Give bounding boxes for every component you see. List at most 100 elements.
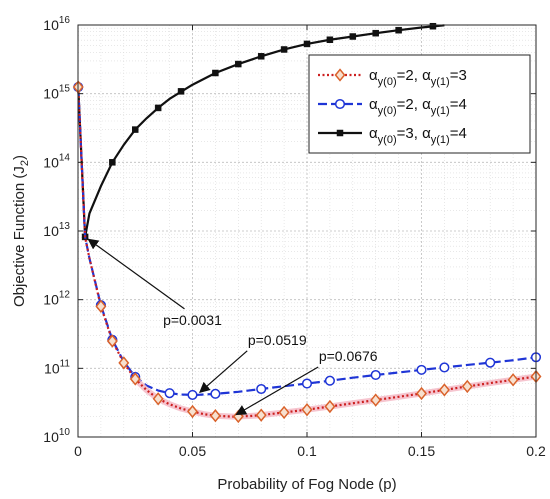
annotation-arrow: [235, 366, 319, 416]
legend-entry-1: αy(0)=2, αy(1)=3: [318, 67, 467, 88]
series-marker: [303, 40, 311, 48]
series-marker: [154, 104, 162, 112]
series-marker: [372, 29, 379, 37]
series-marker: [301, 378, 313, 389]
annotation-arrow: [199, 350, 248, 393]
series-marker: [507, 373, 519, 387]
x-tick-label: 0.15: [408, 443, 435, 459]
series-1: [72, 80, 542, 424]
legend-value: =4: [450, 125, 467, 142]
legend-sub: y(0): [378, 105, 397, 117]
y-tick-base: 10: [43, 154, 59, 170]
legend-value: =2,: [397, 96, 422, 113]
legend-alpha: α: [369, 96, 378, 113]
series-marker: [209, 409, 221, 423]
legend-alpha: α: [422, 96, 431, 113]
y-tick-label: 1016: [43, 15, 70, 33]
legend-swatch-marker: [336, 129, 344, 137]
y-axis-title-sub: 2: [19, 160, 31, 166]
legend-alpha: α: [422, 125, 431, 142]
annotation-arrow: [87, 238, 185, 310]
series-marker: [235, 60, 242, 68]
series-marker: [210, 388, 221, 399]
series-marker: [280, 46, 288, 53]
y-tick-exponent: 12: [59, 290, 71, 301]
y-axis-title-main: Objective Function (J: [11, 166, 28, 307]
y-tick-base: 10: [43, 223, 59, 239]
series-marker: [257, 53, 265, 60]
legend-sub: y(1): [431, 76, 450, 88]
x-tick-label: 0.05: [179, 443, 206, 459]
x-tick-label: 0: [74, 443, 82, 459]
series-marker: [324, 399, 336, 414]
y-tick-exponent: 16: [59, 15, 71, 26]
series-marker: [461, 379, 473, 394]
legend: αy(0)=2, αy(1)=3αy(0)=2, αy(1)=4αy(0)=3,…: [308, 54, 531, 154]
series-marker: [429, 22, 437, 30]
series-line: [77, 86, 537, 397]
legend-alpha: α: [369, 125, 378, 142]
legend-alpha: α: [369, 67, 378, 84]
y-tick-base: 10: [43, 86, 59, 102]
legend-sub: y(0): [378, 134, 397, 146]
legend-label: αy(0)=2, αy(1)=4: [369, 96, 467, 117]
series-marker: [256, 383, 267, 395]
legend-sub: y(1): [431, 105, 450, 117]
tick-layer: 0 0.05 0.1 0.15 0.21010101110121013101410151…: [43, 15, 546, 459]
series-marker: [132, 126, 139, 133]
series-marker: [301, 402, 313, 417]
legend-sub: y(0): [378, 76, 397, 88]
series-marker: [109, 159, 116, 166]
series-marker: [324, 375, 335, 386]
series-marker: [177, 88, 185, 95]
y-tick-exponent: 11: [60, 358, 71, 369]
series-marker: [485, 357, 496, 368]
legend-value: =3,: [397, 125, 422, 142]
series-marker: [187, 404, 198, 419]
series-marker: [416, 364, 427, 375]
series-marker: [164, 388, 175, 399]
series-marker: [370, 393, 382, 407]
series-marker: [187, 389, 198, 400]
series-line: [77, 24, 445, 239]
y-tick-label: 1011: [44, 358, 70, 376]
series-marker: [129, 372, 141, 386]
legend-swatch-marker: [334, 68, 346, 82]
legend-swatch-marker: [334, 98, 346, 110]
y-axis-title-tail: ): [11, 155, 28, 160]
annotation-label: p=0.0676: [319, 348, 378, 364]
series-marker: [326, 36, 334, 43]
series-marker: [212, 69, 219, 77]
series-marker: [118, 356, 130, 370]
y-tick-exponent: 10: [59, 427, 71, 438]
series-layer: [72, 22, 542, 424]
y-tick-label: 1010: [43, 427, 70, 445]
y-tick-label: 1015: [43, 84, 70, 102]
series-marker: [439, 362, 450, 373]
legend-entry-3: αy(0)=3, αy(1)=4: [318, 125, 467, 146]
y-tick-base: 10: [43, 292, 59, 308]
x-tick-label: 0.1: [297, 443, 317, 459]
series-marker: [278, 405, 290, 420]
series-marker: [395, 26, 402, 34]
y-tick-label: 1013: [43, 221, 70, 239]
y-tick-base: 10: [44, 360, 60, 376]
annotation-label: p=0.0031: [163, 312, 222, 328]
legend-label: αy(0)=3, αy(1)=4: [369, 125, 467, 146]
y-tick-exponent: 13: [59, 221, 71, 232]
legend-value: =3: [450, 67, 467, 84]
y-tick-exponent: 15: [59, 84, 71, 95]
series-marker: [438, 383, 450, 397]
legend-alpha: α: [422, 67, 431, 84]
series-marker: [152, 392, 164, 406]
legend-label: αy(0)=2, αy(1)=3: [369, 67, 467, 88]
series-marker: [106, 334, 118, 348]
series-marker: [349, 33, 357, 40]
legend-value: =2,: [397, 67, 422, 84]
y-tick-exponent: 14: [59, 152, 71, 163]
y-tick-label: 1014: [43, 152, 70, 170]
series-marker: [95, 299, 107, 314]
series-marker: [416, 386, 427, 401]
series-marker: [255, 408, 267, 422]
